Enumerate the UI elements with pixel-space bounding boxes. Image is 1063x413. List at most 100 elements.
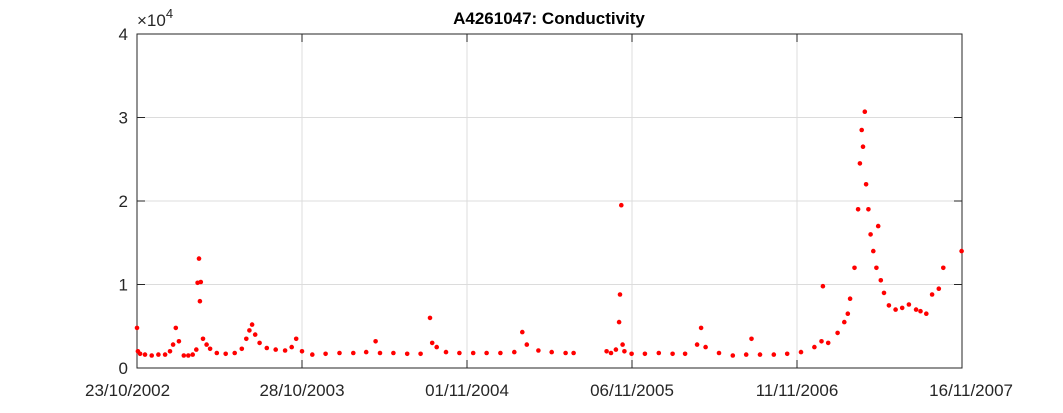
data-point [913,307,919,312]
data-point [156,352,161,357]
data-point [563,350,568,356]
data-point [299,349,305,354]
data-point [273,347,279,352]
data-point [520,329,525,335]
data-point [181,353,187,358]
data-point [812,344,817,350]
x-tick-label: 28/10/2003 [259,381,344,400]
data-point [204,342,209,347]
data-point [198,279,204,285]
data-point [351,350,356,356]
y-exponent-label: ×104 [137,6,173,30]
data-point [749,336,754,342]
x-tick-label: 06/11/2005 [590,381,674,400]
data-point [899,305,905,311]
data-point [186,353,191,358]
data-point [196,256,202,261]
data-point [443,349,449,355]
data-point [886,303,892,308]
y-exponent-power: 4 [166,6,173,21]
data-point [771,352,777,357]
data-point [214,350,220,356]
data-point [162,352,168,357]
data-point [512,349,517,355]
data-point [363,349,369,355]
data-point [716,350,722,356]
data-point [857,161,863,166]
x-tick-label: 16/11/2007 [929,381,1013,400]
y-tick-label: 2 [119,192,128,211]
data-point [868,232,873,237]
data-point [875,223,881,229]
data-point [232,350,237,356]
data-point [142,352,148,357]
data-point [613,347,619,352]
data-point [698,325,704,331]
x-tick-label: 11/11/2006 [756,381,839,400]
y-tick-label: 4 [119,25,128,44]
data-point [893,307,898,312]
y-exponent-prefix: ×10 [137,11,166,30]
data-point [959,248,964,254]
data-point [404,351,410,357]
data-point [842,319,847,325]
x-tick-label: 01/11/2004 [425,381,509,400]
data-point [310,352,315,357]
data-point [852,265,857,271]
data-point [656,350,662,356]
data-point [784,351,790,357]
data-point [223,351,228,357]
data-point [257,340,262,346]
data-point [860,144,866,149]
data-point [682,351,688,357]
data-point [845,311,851,317]
data-point [134,325,140,331]
data-point [197,298,203,304]
data-point [434,344,440,350]
data-point [373,339,378,344]
data-point [924,311,929,317]
data-point [835,330,840,336]
data-point [170,342,176,347]
data-point [670,351,675,357]
data-point [918,308,923,314]
data-points [134,109,964,358]
data-point [906,302,912,307]
data-point [190,352,195,357]
data-point [730,353,736,358]
data-point [524,342,530,347]
data-point [149,353,154,358]
data-point [620,342,625,347]
data-point [244,336,249,342]
chart-title: A4261047: Conductivity [453,9,645,28]
y-tick-labels: 0 1 2 3 4 [119,25,128,378]
data-point [457,350,462,356]
data-point [239,346,245,352]
grid [137,34,962,368]
data-point [137,351,143,357]
data-point [427,315,433,321]
data-point [871,248,876,254]
data-point [866,207,871,212]
data-point [200,336,206,342]
y-tick-label: 0 [119,359,128,378]
data-point [936,286,942,292]
data-point [323,351,328,357]
data-point [881,290,887,296]
data-point [571,350,576,356]
data-point [622,349,627,354]
data-point [429,340,435,346]
data-point [863,182,869,187]
data-point [859,127,864,133]
data-point [337,350,342,356]
data-point [703,344,708,350]
data-point [249,322,255,327]
data-point [167,349,173,354]
data-point [498,350,503,356]
data-point [616,319,622,325]
data-point [194,347,199,352]
data-point [617,292,623,297]
data-point [619,202,624,208]
data-point [855,207,861,212]
data-point [484,350,489,356]
